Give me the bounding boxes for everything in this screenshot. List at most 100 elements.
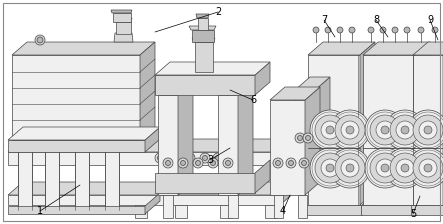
Polygon shape [8, 127, 160, 140]
Circle shape [385, 148, 425, 188]
Text: 2: 2 [215, 7, 221, 17]
Text: 8: 8 [373, 15, 379, 25]
Circle shape [330, 110, 370, 150]
Polygon shape [360, 42, 375, 205]
Circle shape [193, 158, 203, 168]
Polygon shape [145, 193, 160, 214]
Polygon shape [135, 205, 147, 218]
Circle shape [330, 148, 370, 188]
Polygon shape [417, 192, 432, 215]
Polygon shape [8, 182, 295, 195]
Circle shape [370, 153, 400, 183]
Polygon shape [158, 95, 178, 195]
Polygon shape [18, 152, 32, 210]
Circle shape [413, 153, 443, 183]
Polygon shape [12, 55, 140, 140]
Circle shape [276, 161, 280, 166]
Circle shape [321, 121, 339, 139]
Polygon shape [265, 205, 277, 218]
Circle shape [35, 35, 45, 45]
Polygon shape [363, 42, 430, 55]
Polygon shape [155, 75, 255, 95]
Circle shape [401, 126, 409, 134]
Circle shape [396, 121, 414, 139]
Circle shape [223, 158, 233, 168]
Circle shape [229, 155, 234, 161]
Circle shape [335, 115, 365, 145]
Circle shape [187, 155, 193, 161]
Circle shape [380, 27, 386, 33]
Circle shape [346, 164, 354, 172]
Circle shape [321, 159, 339, 177]
Circle shape [341, 121, 359, 139]
Circle shape [381, 164, 389, 172]
Circle shape [424, 126, 432, 134]
Circle shape [337, 27, 343, 33]
Circle shape [286, 158, 296, 168]
Bar [113, 13, 131, 22]
Polygon shape [158, 82, 193, 95]
Circle shape [419, 159, 437, 177]
Polygon shape [295, 77, 330, 90]
Circle shape [163, 158, 173, 168]
Circle shape [376, 121, 394, 139]
Polygon shape [114, 18, 132, 22]
Polygon shape [155, 62, 270, 75]
Polygon shape [12, 42, 155, 55]
Bar [198, 18, 208, 30]
Circle shape [385, 110, 425, 150]
Circle shape [295, 133, 305, 143]
Circle shape [298, 136, 303, 140]
Circle shape [288, 161, 294, 166]
Circle shape [418, 27, 424, 33]
Text: 7: 7 [321, 15, 327, 25]
Polygon shape [218, 95, 238, 195]
Bar [192, 30, 214, 42]
Polygon shape [8, 139, 295, 152]
Polygon shape [8, 195, 280, 205]
Circle shape [365, 110, 405, 150]
Text: 9: 9 [427, 15, 433, 25]
Circle shape [202, 155, 207, 161]
Circle shape [208, 158, 218, 168]
Circle shape [195, 161, 201, 166]
Circle shape [419, 121, 437, 139]
Polygon shape [175, 205, 187, 218]
Polygon shape [306, 205, 362, 215]
Circle shape [172, 155, 178, 161]
Circle shape [225, 161, 230, 166]
Circle shape [401, 164, 409, 172]
Polygon shape [140, 42, 155, 140]
Circle shape [376, 159, 394, 177]
Polygon shape [255, 62, 270, 95]
Polygon shape [255, 160, 270, 193]
Text: 6: 6 [250, 95, 256, 105]
Polygon shape [238, 82, 253, 195]
Polygon shape [192, 38, 215, 42]
Circle shape [396, 159, 414, 177]
Circle shape [166, 161, 171, 166]
Polygon shape [8, 152, 280, 165]
Polygon shape [411, 205, 443, 215]
Circle shape [335, 153, 365, 183]
Circle shape [180, 161, 186, 166]
Polygon shape [114, 33, 133, 42]
Circle shape [303, 133, 313, 143]
Polygon shape [45, 152, 59, 210]
Polygon shape [105, 152, 119, 210]
Polygon shape [145, 127, 160, 152]
Circle shape [392, 27, 398, 33]
Circle shape [213, 153, 223, 163]
Circle shape [155, 153, 165, 163]
Circle shape [346, 126, 354, 134]
Text: 4: 4 [280, 206, 286, 216]
Circle shape [408, 110, 443, 150]
Circle shape [310, 148, 350, 188]
Circle shape [424, 164, 432, 172]
Circle shape [390, 115, 420, 145]
Circle shape [413, 115, 443, 145]
Polygon shape [413, 42, 443, 55]
Polygon shape [8, 140, 145, 152]
Polygon shape [189, 26, 216, 30]
Polygon shape [363, 55, 415, 205]
